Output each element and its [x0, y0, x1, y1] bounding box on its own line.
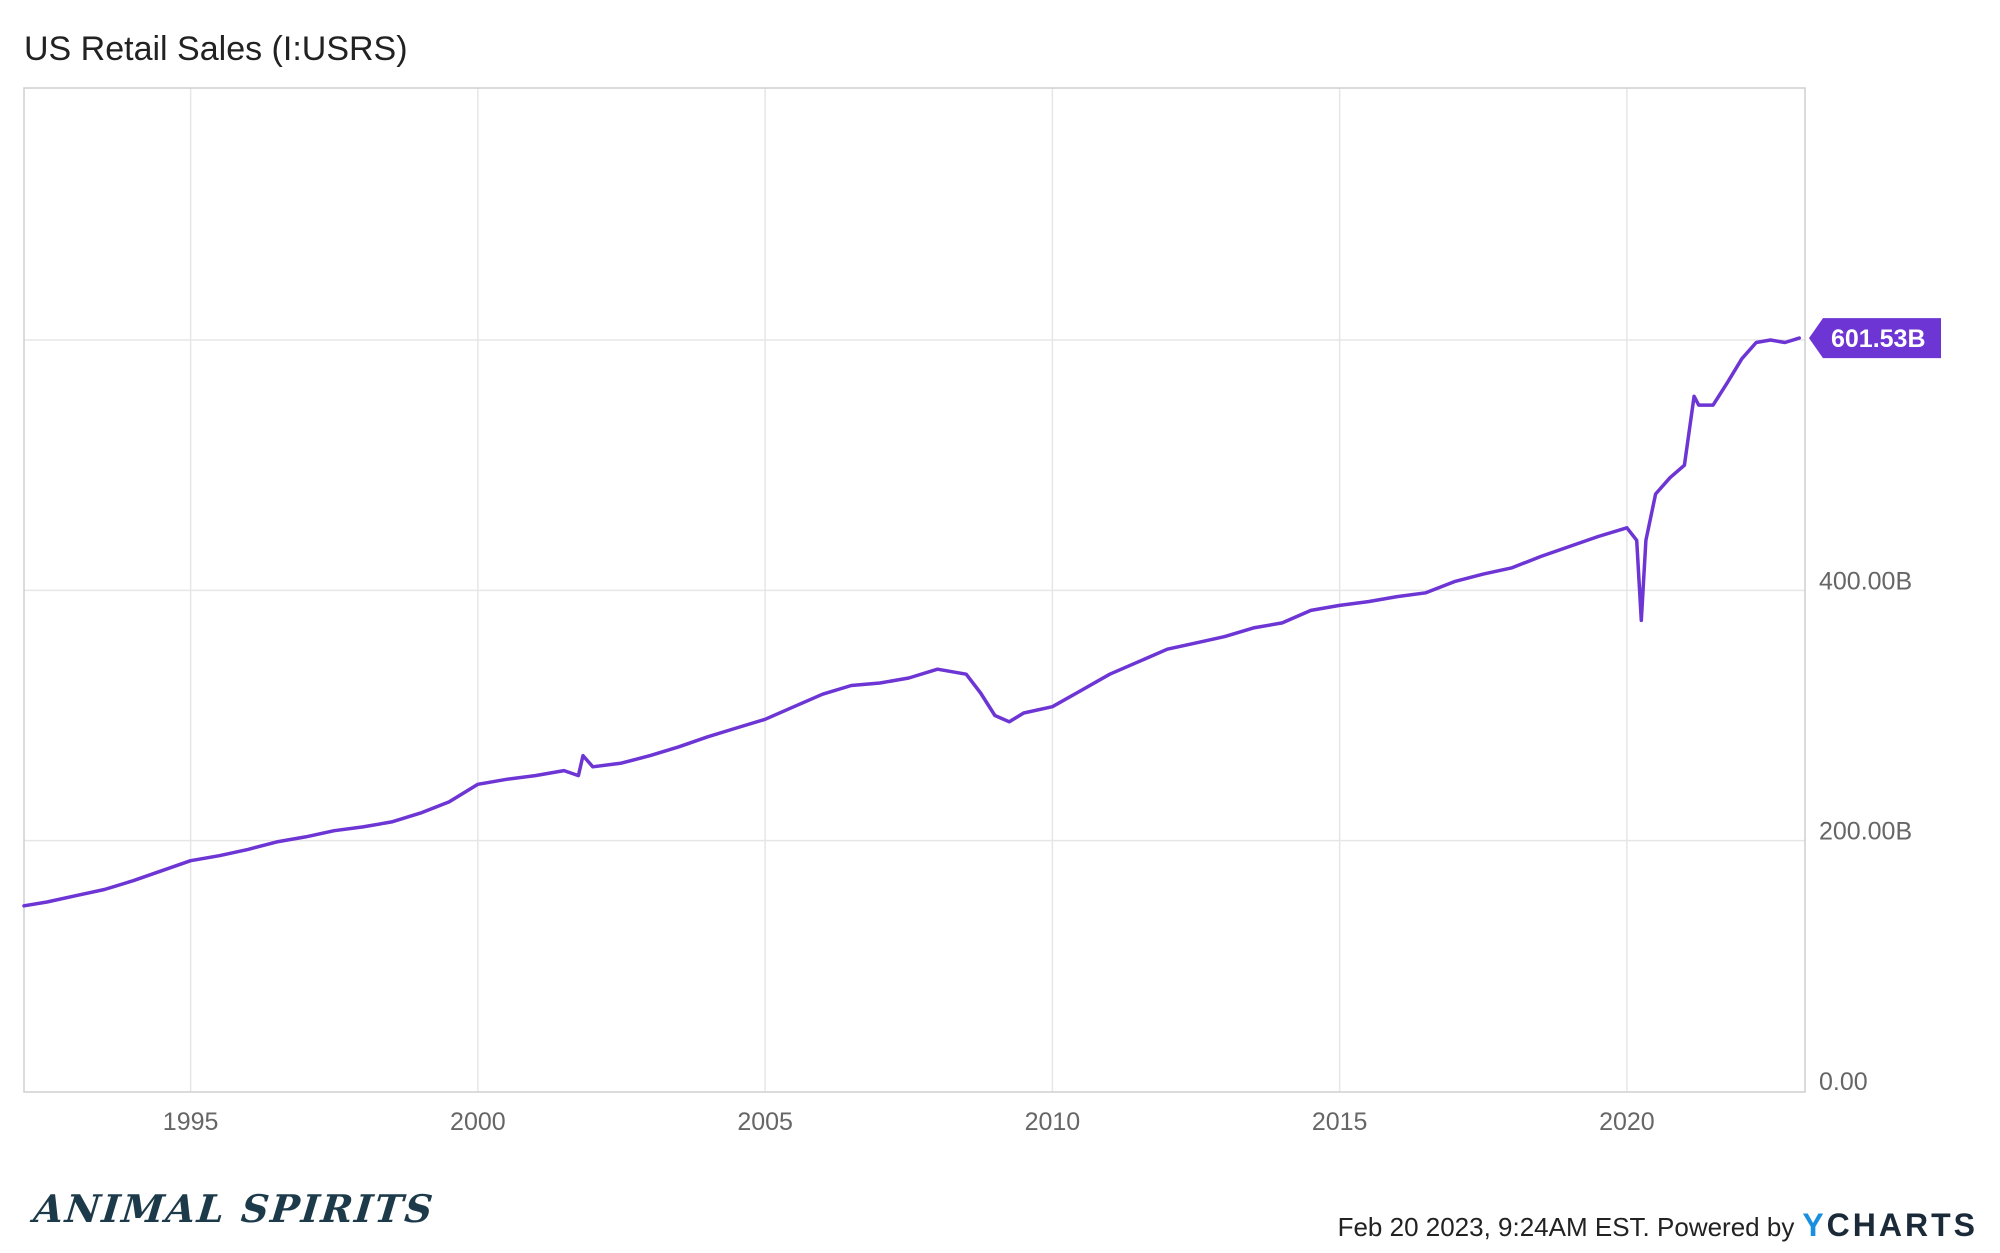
last-value-label: 601.53B — [1831, 325, 1926, 353]
footer-timestamp: Feb 20 2023, 9:24AM EST. — [1337, 1212, 1650, 1242]
last-value-badge: 601.53B — [1809, 318, 1941, 359]
animal-spirits-logo: ANIMAL SPIRITS — [31, 1186, 437, 1231]
ycharts-logo-rest: CHARTS — [1826, 1207, 1978, 1243]
page-title: US Retail Sales (I:USRS) — [24, 30, 408, 68]
y-tick-label-0: 0.00 — [1819, 1068, 1868, 1096]
x-tick-label-1995: 1995 — [163, 1108, 219, 1136]
y-axis-ticks: 0.00 200.00B 400.00B — [1819, 567, 1912, 1096]
x-tick-label-2015: 2015 — [1312, 1108, 1368, 1136]
footer-credit: Feb 20 2023, 9:24AM EST. Powered by YCHA… — [1338, 1207, 1978, 1244]
grid-lines — [24, 88, 1805, 1092]
x-tick-label-2000: 2000 — [450, 1108, 506, 1136]
y-tick-label-400: 400.00B — [1819, 567, 1912, 595]
footer-powered-by: Powered by — [1657, 1212, 1795, 1242]
ycharts-logo-y: Y — [1802, 1207, 1827, 1243]
series-line-us-retail-sales — [22, 336, 1802, 908]
last-value-badge-shape — [1809, 318, 1941, 359]
x-axis-ticks: 1995 2000 2005 2010 2015 2020 — [163, 1108, 1655, 1136]
plot-frame — [23, 87, 1806, 1093]
y-tick-label-200: 200.00B — [1819, 818, 1912, 846]
x-tick-label-2020: 2020 — [1599, 1108, 1655, 1136]
x-tick-label-2010: 2010 — [1025, 1108, 1081, 1136]
x-tick-label-2005: 2005 — [737, 1108, 793, 1136]
ycharts-logo[interactable]: YCHARTS — [1802, 1207, 1978, 1244]
